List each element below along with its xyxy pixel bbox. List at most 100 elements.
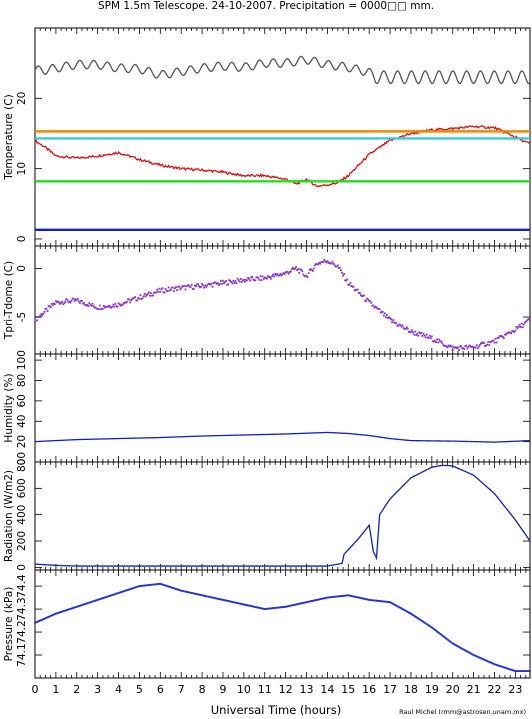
data-point (410, 331, 412, 334)
y-tick-label: 74.2 (16, 620, 28, 643)
data-point (287, 272, 290, 275)
data-point (427, 624, 430, 627)
data-point (347, 283, 350, 286)
series-points (34, 259, 531, 352)
data-point (74, 298, 77, 301)
data-point (430, 626, 433, 629)
data-point (522, 323, 525, 326)
data-point (447, 344, 450, 347)
data-point (237, 602, 240, 605)
data-point (106, 305, 108, 308)
data-point (368, 598, 371, 601)
data-point (107, 305, 110, 308)
data-point (266, 275, 269, 278)
data-point (529, 670, 531, 673)
data-point (304, 275, 307, 278)
data-point (56, 612, 58, 615)
data-point (188, 285, 191, 288)
data-point (133, 297, 136, 299)
data-point (435, 629, 437, 632)
data-point (378, 600, 381, 602)
data-point (324, 260, 327, 263)
data-point (158, 287, 161, 290)
data-point (407, 611, 410, 614)
data-point (79, 301, 81, 304)
data-point (334, 265, 337, 268)
data-point (272, 607, 275, 610)
data-point (64, 301, 67, 303)
data-point (98, 598, 101, 601)
data-point (484, 659, 486, 661)
y-tick-label: -5 (16, 312, 28, 322)
data-point (67, 301, 70, 304)
y-tick-label: 800 (16, 452, 28, 472)
data-point (132, 587, 135, 590)
data-point (181, 590, 184, 592)
data-point (520, 322, 523, 325)
data-point (489, 341, 492, 344)
data-point (482, 658, 484, 661)
data-point (380, 600, 383, 603)
data-point (218, 598, 221, 601)
data-point (118, 591, 121, 594)
data-point (194, 592, 197, 595)
data-point (329, 262, 332, 265)
data-point (195, 593, 198, 596)
data-point (316, 598, 318, 601)
panel-frame (34, 245, 531, 355)
data-point (305, 274, 308, 277)
data-point (384, 316, 387, 319)
credit-text: Raul Michel (rmm@astrosen.unam.mx) (399, 708, 526, 716)
data-point (246, 604, 248, 607)
data-point (480, 657, 482, 660)
data-point (49, 615, 52, 617)
y-axis-label: Temperature (C) (3, 94, 15, 180)
data-point (525, 319, 528, 322)
data-point (153, 291, 155, 294)
data-point (131, 297, 134, 300)
data-point (481, 657, 483, 660)
data-point (400, 325, 403, 328)
data-point (168, 585, 171, 588)
data-point (283, 273, 286, 275)
data-point (150, 292, 152, 295)
data-point (81, 299, 83, 302)
data-point (464, 649, 467, 652)
data-point (197, 283, 199, 285)
data-point (175, 588, 177, 590)
data-point (307, 600, 310, 603)
data-point (198, 285, 200, 287)
data-point (372, 304, 375, 307)
data-point (342, 594, 344, 597)
y-tick-label: 0 (16, 459, 28, 466)
data-point (466, 347, 469, 350)
data-point (176, 588, 178, 591)
data-point (436, 630, 438, 633)
data-point (253, 605, 256, 608)
data-point (500, 335, 503, 337)
data-point (381, 600, 384, 603)
data-point (275, 606, 278, 609)
data-point (152, 583, 154, 586)
data-point (340, 595, 342, 597)
data-point (316, 263, 318, 265)
data-point (478, 656, 481, 659)
data-point (298, 602, 301, 605)
data-point (179, 589, 182, 592)
data-point (244, 280, 246, 283)
data-point (238, 280, 241, 283)
data-point (320, 261, 323, 264)
data-point (143, 293, 146, 295)
data-point (115, 305, 118, 308)
data-point (395, 604, 398, 607)
data-point (320, 598, 323, 600)
data-point (76, 605, 79, 608)
data-point (455, 644, 458, 647)
data-point (520, 670, 523, 673)
data-point (209, 283, 212, 286)
data-point (514, 670, 517, 673)
data-point (430, 335, 433, 338)
data-point (235, 601, 238, 604)
data-point (190, 283, 193, 286)
